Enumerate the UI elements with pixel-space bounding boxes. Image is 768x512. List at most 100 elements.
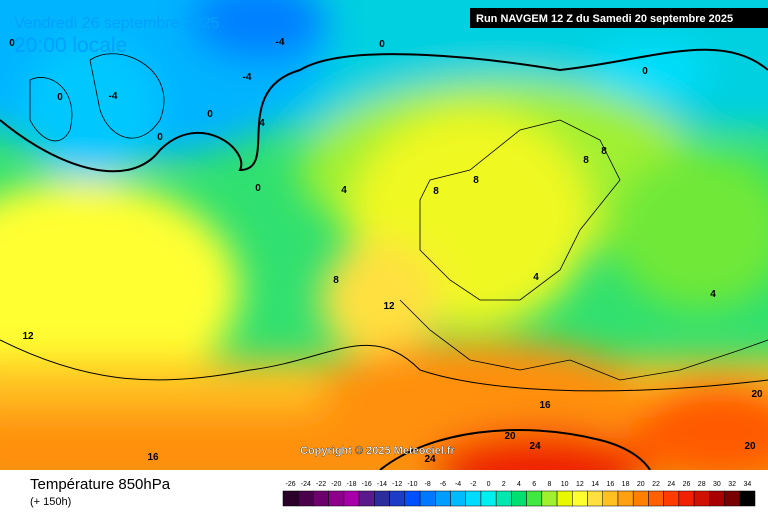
scale-label: 4 [517, 481, 521, 488]
legend-subtitle: (+ 150h) [30, 496, 71, 508]
contour-label: 0 [642, 66, 648, 77]
contour-label: 16 [539, 400, 551, 411]
scale-swatch [480, 490, 497, 507]
scale-swatch [495, 490, 512, 507]
scale-swatch [693, 490, 710, 507]
scale-swatch [678, 490, 695, 507]
contour-label: -4 [243, 72, 252, 83]
contour-label: -4 [109, 91, 118, 102]
contour-label: 12 [22, 331, 34, 342]
contour-labels: 0 -4 0 -4 0 -4 0 0 4 0 4 8 8 8 8 0 4 4 8 12 12 16 20 24 24 16 20 20 [9, 37, 763, 465]
scale-label: 0 [487, 481, 491, 488]
scale-label: -12 [392, 481, 402, 488]
contour-label: 20 [751, 389, 763, 400]
scale-swatch [313, 490, 329, 507]
run-banner [470, 8, 768, 28]
scale-label: -16 [362, 481, 372, 488]
scale-label: 14 [591, 481, 599, 488]
scale-swatch [358, 490, 375, 507]
time: 20:00 locale [14, 34, 127, 57]
scale-swatch [572, 490, 588, 507]
copyright: Copyright © 2025 Meteociel.fr [300, 445, 456, 457]
contour-label: 0 [57, 92, 63, 103]
scale-label: 26 [683, 481, 691, 488]
scale-label: 20 [637, 481, 645, 488]
contour-label: -4 [276, 37, 285, 48]
contour-label: 4 [533, 272, 539, 283]
scale-label: 12 [576, 481, 584, 488]
contour-label: 8 [333, 275, 339, 286]
scale-swatch [632, 490, 649, 507]
scale-swatch [724, 490, 741, 507]
scale-swatch [526, 490, 543, 507]
contour-label: 0 [9, 38, 15, 49]
scale-swatch [404, 490, 421, 507]
contour-label: 20 [744, 441, 756, 452]
scale-swatch [328, 490, 345, 507]
legend-title: Température 850hPa [30, 476, 171, 493]
scale-swatch [663, 490, 680, 507]
scale-swatch [511, 490, 527, 507]
contour-label: 0 [157, 132, 163, 143]
scale-swatch [435, 490, 451, 507]
contour-label: 8 [473, 175, 479, 186]
contour-label: 12 [383, 301, 395, 312]
contour-label: 0 [379, 39, 385, 50]
color-scale: -26 -24 -22 -20 -18 -16 -14 -12 -10 -8 -6 -4 -2 0 2 4 6 8… [282, 481, 756, 507]
scale-swatch [709, 490, 725, 507]
contour-label: 8 [433, 186, 439, 197]
scale-label: -4 [455, 481, 461, 488]
scale-swatch [282, 490, 299, 507]
scale-label: -22 [316, 481, 326, 488]
contour-label: 20 [504, 431, 516, 442]
scale-label: 30 [713, 481, 721, 488]
scale-swatch [739, 490, 756, 507]
scale-label: 8 [547, 481, 551, 488]
contour-label: 8 [583, 155, 589, 166]
scale-label: 16 [606, 481, 614, 488]
scale-label: -2 [470, 481, 476, 488]
scale-label: -14 [377, 481, 387, 488]
scale-label: -10 [407, 481, 417, 488]
contour-label: 4 [259, 118, 265, 129]
contour-label: 8 [601, 146, 607, 157]
scale-label: -6 [440, 481, 446, 488]
contour-label: 4 [710, 289, 716, 300]
scale-label: 18 [622, 481, 630, 488]
scale-swatch [556, 490, 573, 507]
scale-label: -20 [331, 481, 341, 488]
scale-label: -8 [425, 481, 431, 488]
scale-label: 2 [502, 481, 506, 488]
scale-swatch [617, 490, 634, 507]
scale-label: 6 [532, 481, 536, 488]
scale-swatch [374, 490, 390, 507]
scale-swatch [465, 490, 482, 507]
scale-label: 10 [561, 481, 569, 488]
scale-swatch [587, 490, 603, 507]
contour-label: 4 [341, 185, 347, 196]
scale-label: -26 [286, 481, 296, 488]
date: Vendredi 26 septembre 2025 [14, 15, 220, 32]
scale-swatch [419, 490, 436, 507]
scale-swatch [389, 490, 406, 507]
scale-swatch [648, 490, 664, 507]
scale-swatch [541, 490, 558, 507]
contour-label: 24 [529, 441, 541, 452]
run-info: Run NAVGEM 12 Z du Samedi 20 septembre 2… [476, 13, 733, 25]
scale-label: 22 [652, 481, 660, 488]
contour-label: 0 [207, 109, 213, 120]
scale-swatch [450, 490, 466, 507]
scale-swatch [602, 490, 619, 507]
scale-label: 24 [667, 481, 675, 488]
contour-label: 0 [255, 183, 261, 194]
scale-swatch [343, 490, 360, 507]
scale-label: 34 [743, 481, 751, 488]
contour-label: 24 [424, 454, 436, 465]
scale-label: -18 [346, 481, 356, 488]
scale-label: 32 [728, 481, 736, 488]
contour-label: 16 [147, 452, 159, 463]
scale-label: 28 [698, 481, 706, 488]
scale-swatch [297, 490, 314, 507]
